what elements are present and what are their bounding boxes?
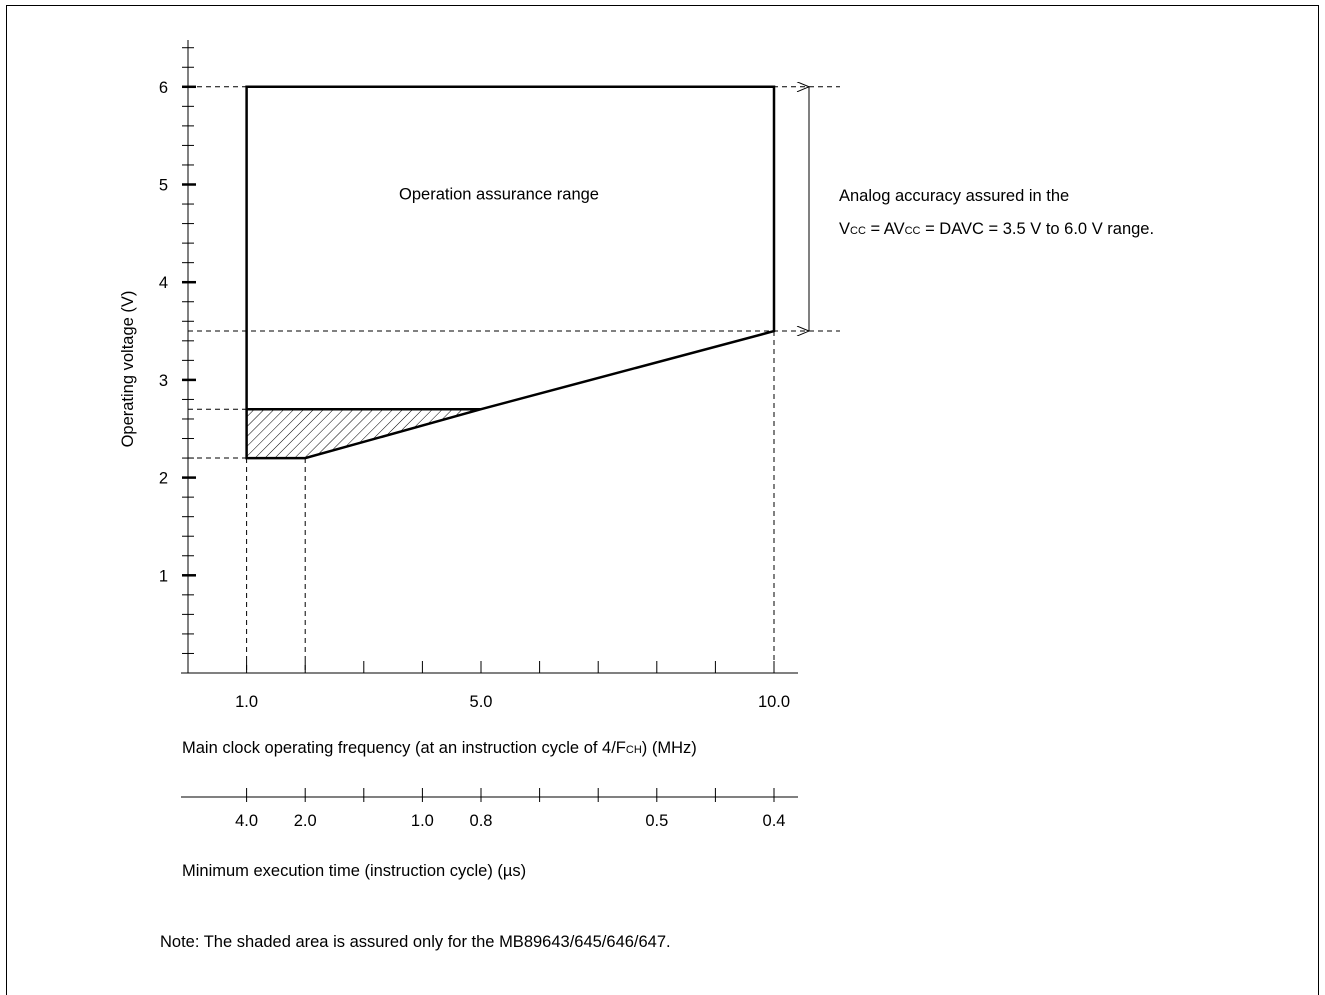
analog-accuracy-annotation: Analog accuracy assured in the VCC = AVC… bbox=[809, 87, 1154, 331]
y-axis-label: Operating voltage (V) bbox=[119, 291, 137, 448]
x2-axis-label: Minimum execution time (instruction cycl… bbox=[182, 862, 526, 880]
annotation-line-2: VCC = AVCC = DAVC = 3.5 V to 6.0 V range… bbox=[839, 220, 1154, 238]
y-tick-label: 1 bbox=[159, 567, 168, 585]
y-tick-label: 3 bbox=[159, 372, 168, 390]
y-tick-label: 5 bbox=[159, 177, 168, 195]
shaded-area bbox=[246, 409, 481, 459]
y-tick-label: 4 bbox=[159, 274, 168, 292]
x2-tick-label: 2.0 bbox=[294, 812, 317, 830]
footnote: Note: The shaded area is assured only fo… bbox=[160, 933, 671, 951]
x2-tick-label: 0.8 bbox=[470, 812, 493, 830]
x-tick-label: 1.0 bbox=[235, 693, 258, 711]
figure-frame bbox=[6, 5, 1319, 995]
region-label: Operation assurance range bbox=[399, 185, 599, 203]
x-tick-label: 10.0 bbox=[758, 693, 790, 711]
x-axis-label: Main clock operating frequency (at an in… bbox=[182, 739, 697, 757]
annotation-line-1: Analog accuracy assured in the bbox=[839, 187, 1069, 205]
x2-tick-label: 1.0 bbox=[411, 812, 434, 830]
tick-labels: 1 2 3 4 5 6 1.0 5.0 10.0 4.0 2.0 1.0 0.8 0.5 0.4 bbox=[159, 79, 790, 830]
operation-assurance-region bbox=[245, 85, 776, 460]
x-tick-label: 5.0 bbox=[470, 693, 493, 711]
axes bbox=[181, 40, 798, 802]
y-tick-label: 6 bbox=[159, 79, 168, 97]
y-tick-label: 2 bbox=[159, 470, 168, 488]
x2-tick-label: 0.5 bbox=[645, 812, 668, 830]
x2-tick-label: 4.0 bbox=[235, 812, 258, 830]
x2-tick-label: 0.4 bbox=[763, 812, 786, 830]
dashed-guide-lines bbox=[188, 86, 840, 673]
